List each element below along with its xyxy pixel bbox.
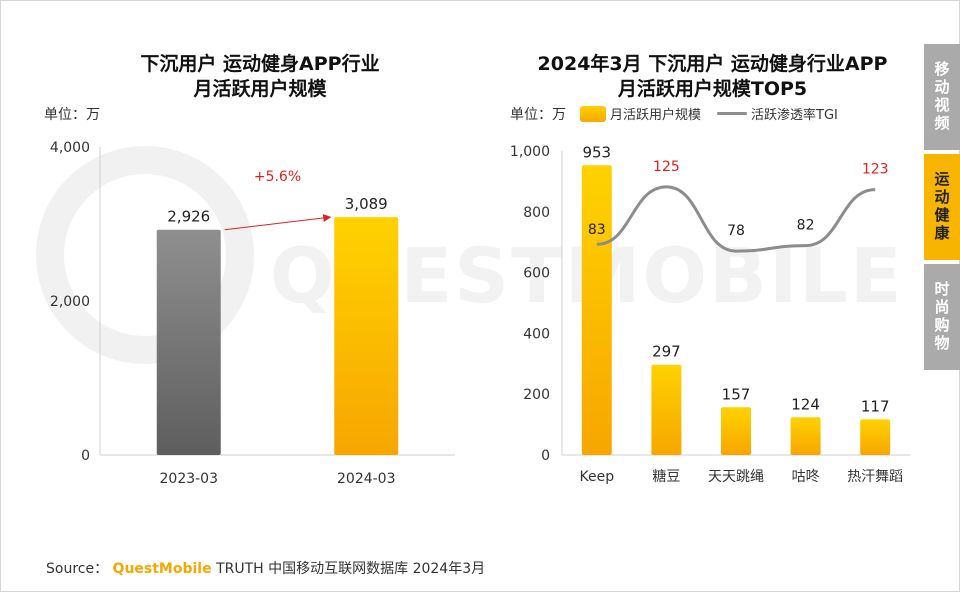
right-x-tick: Keep [579,469,614,485]
right-value-label: 297 [652,343,681,361]
left-x-tick: 2024-03 [337,471,396,487]
growth-label: +5.6% [254,169,301,185]
right-y-tick: 600 [523,266,550,282]
source-brand: QuestMobile [112,561,212,577]
right-bar [581,165,612,455]
left-chart-title: 下沉用户 运动健身APP行业 月活跃用户规模 [70,52,450,102]
right-value-label: 124 [791,395,820,413]
tgi-label: 83 [588,222,606,238]
tgi-label: 78 [727,223,745,239]
right-x-tick: 糖豆 [652,469,680,485]
left-value-label: 2,926 [167,208,210,226]
legend-bar-swatch [580,105,606,122]
tgi-label: 123 [862,162,889,178]
right-value-label: 157 [722,385,751,403]
right-chart-title: 2024年3月 下沉用户 运动健身行业APP 月活跃用户规模TOP5 [520,52,905,102]
legend-line-label: 活跃渗透率TGI [751,108,838,123]
right-y-tick: 800 [523,205,550,221]
right-x-tick: 天天跳绳 [708,469,764,485]
growth-arrow [224,214,332,231]
left-bar [334,217,399,455]
left-title-line1: 下沉用户 运动健身APP行业 [140,53,380,75]
source-text: TRUTH 中国移动互联网数据库 2024年3月 [216,561,486,577]
right-y-tick: 200 [523,387,550,403]
right-value-label: 953 [582,143,611,161]
right-x-tick: 热汗舞蹈 [847,469,903,485]
right-bar [721,407,751,455]
tgi-label: 125 [653,159,680,175]
right-value-label: 117 [861,397,890,415]
right-legend: 月活跃用户规模 活跃渗透率TGI [580,104,838,123]
right-bar [651,364,682,455]
left-y-tick: 0 [81,448,90,464]
right-y-tick: 1,000 [510,144,550,160]
left-title-line2: 月活跃用户规模 [193,78,327,100]
right-bar [790,417,821,455]
tgi-label: 82 [797,218,815,234]
source-prefix: Source： [46,561,109,577]
right-unit-label: 单位：万 [510,107,566,123]
left-y-tick: 4,000 [50,140,90,156]
tgi-line [596,185,876,253]
right-y-tick: 400 [523,326,550,342]
left-x-tick: 2023-03 [160,471,219,487]
left-y-tick: 2,000 [50,294,90,310]
side-tab-shopping[interactable]: 时尚购物 [924,264,960,370]
right-title-line1: 2024年3月 下沉用户 运动健身行业APP [537,53,888,75]
legend-line-swatch [717,112,748,115]
right-bar [860,419,891,455]
source-line: Source： QuestMobile TRUTH 中国移动互联网数据库 202… [46,558,485,578]
legend-bar-label: 月活跃用户规模 [610,108,702,123]
right-x-tick: 咕咚 [792,469,820,485]
side-tab-video[interactable]: 移动视频 [924,44,960,150]
right-title-line2: 月活跃用户规模TOP5 [617,78,808,100]
right-y-tick: 0 [541,448,550,464]
left-bar [156,229,221,455]
left-unit-label: 单位：万 [44,107,100,123]
side-tab-fitness[interactable]: 运动健康 [924,154,960,260]
left-value-label: 3,089 [345,195,388,213]
